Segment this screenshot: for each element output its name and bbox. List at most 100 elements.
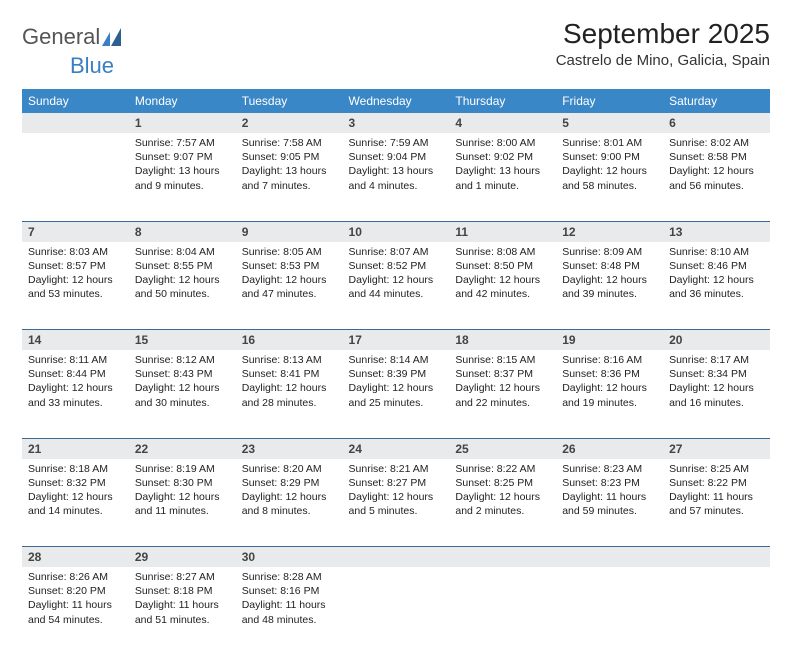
day-number: 9 xyxy=(236,221,343,242)
sunset-text: Sunset: 8:27 PM xyxy=(349,476,444,490)
dayhdr-fri: Friday xyxy=(556,89,663,113)
day-cell: Sunrise: 8:22 AMSunset: 8:25 PMDaylight:… xyxy=(449,459,556,547)
daynum-row: 21222324252627 xyxy=(22,438,770,459)
day-number: 29 xyxy=(129,547,236,568)
day-cell xyxy=(449,567,556,655)
day-cell: Sunrise: 8:10 AMSunset: 8:46 PMDaylight:… xyxy=(663,242,770,330)
day-number: 13 xyxy=(663,221,770,242)
daylight-text: Daylight: 12 hours and 11 minutes. xyxy=(135,490,230,518)
sunset-text: Sunset: 9:04 PM xyxy=(349,150,444,164)
sunrise-text: Sunrise: 8:08 AM xyxy=(455,245,550,259)
day-cell: Sunrise: 8:19 AMSunset: 8:30 PMDaylight:… xyxy=(129,459,236,547)
day-cell xyxy=(663,567,770,655)
daylight-text: Daylight: 13 hours and 1 minute. xyxy=(455,164,550,192)
dayhdr-sun: Sunday xyxy=(22,89,129,113)
daylight-text: Daylight: 12 hours and 2 minutes. xyxy=(455,490,550,518)
sunrise-text: Sunrise: 8:01 AM xyxy=(562,136,657,150)
sunrise-text: Sunrise: 8:09 AM xyxy=(562,245,657,259)
daylight-text: Daylight: 12 hours and 42 minutes. xyxy=(455,273,550,301)
sunset-text: Sunset: 8:46 PM xyxy=(669,259,764,273)
day-number: 19 xyxy=(556,330,663,351)
sunrise-text: Sunrise: 8:11 AM xyxy=(28,353,123,367)
sunrise-text: Sunrise: 8:27 AM xyxy=(135,570,230,584)
day-number xyxy=(556,547,663,568)
day-cell: Sunrise: 8:15 AMSunset: 8:37 PMDaylight:… xyxy=(449,350,556,438)
day-cell: Sunrise: 8:04 AMSunset: 8:55 PMDaylight:… xyxy=(129,242,236,330)
day-cell: Sunrise: 7:59 AMSunset: 9:04 PMDaylight:… xyxy=(343,133,450,221)
day-cell: Sunrise: 8:03 AMSunset: 8:57 PMDaylight:… xyxy=(22,242,129,330)
sunset-text: Sunset: 8:43 PM xyxy=(135,367,230,381)
day-number xyxy=(663,547,770,568)
sunrise-text: Sunrise: 8:21 AM xyxy=(349,462,444,476)
daylight-text: Daylight: 12 hours and 56 minutes. xyxy=(669,164,764,192)
sunrise-text: Sunrise: 8:07 AM xyxy=(349,245,444,259)
sunset-text: Sunset: 8:50 PM xyxy=(455,259,550,273)
location: Castrelo de Mino, Galicia, Spain xyxy=(556,52,770,69)
sunset-text: Sunset: 8:20 PM xyxy=(28,584,123,598)
daylight-text: Daylight: 12 hours and 36 minutes. xyxy=(669,273,764,301)
month-title: September 2025 xyxy=(556,18,770,50)
day-number: 22 xyxy=(129,438,236,459)
day-number xyxy=(449,547,556,568)
daynum-row: 123456 xyxy=(22,113,770,133)
dayhdr-thu: Thursday xyxy=(449,89,556,113)
calendar-page: General September 2025 Castrelo de Mino,… xyxy=(0,0,792,655)
sunset-text: Sunset: 8:29 PM xyxy=(242,476,337,490)
week-row: Sunrise: 7:57 AMSunset: 9:07 PMDaylight:… xyxy=(22,133,770,221)
dayhdr-wed: Wednesday xyxy=(343,89,450,113)
daylight-text: Daylight: 11 hours and 51 minutes. xyxy=(135,598,230,626)
day-number: 20 xyxy=(663,330,770,351)
sunrise-text: Sunrise: 8:04 AM xyxy=(135,245,230,259)
sunrise-text: Sunrise: 8:03 AM xyxy=(28,245,123,259)
daynum-row: 78910111213 xyxy=(22,221,770,242)
day-cell: Sunrise: 8:02 AMSunset: 8:58 PMDaylight:… xyxy=(663,133,770,221)
day-cell xyxy=(556,567,663,655)
daylight-text: Daylight: 12 hours and 33 minutes. xyxy=(28,381,123,409)
sunrise-text: Sunrise: 8:05 AM xyxy=(242,245,337,259)
sunset-text: Sunset: 8:18 PM xyxy=(135,584,230,598)
sunrise-text: Sunrise: 8:20 AM xyxy=(242,462,337,476)
day-number: 4 xyxy=(449,113,556,133)
sunrise-text: Sunrise: 7:59 AM xyxy=(349,136,444,150)
sunset-text: Sunset: 8:58 PM xyxy=(669,150,764,164)
daylight-text: Daylight: 12 hours and 5 minutes. xyxy=(349,490,444,518)
sunset-text: Sunset: 8:16 PM xyxy=(242,584,337,598)
daylight-text: Daylight: 13 hours and 9 minutes. xyxy=(135,164,230,192)
sunrise-text: Sunrise: 8:12 AM xyxy=(135,353,230,367)
sunrise-text: Sunrise: 8:25 AM xyxy=(669,462,764,476)
daylight-text: Daylight: 12 hours and 22 minutes. xyxy=(455,381,550,409)
daylight-text: Daylight: 11 hours and 57 minutes. xyxy=(669,490,764,518)
day-cell: Sunrise: 8:08 AMSunset: 8:50 PMDaylight:… xyxy=(449,242,556,330)
day-number: 18 xyxy=(449,330,556,351)
day-number: 27 xyxy=(663,438,770,459)
sunrise-text: Sunrise: 8:17 AM xyxy=(669,353,764,367)
day-cell: Sunrise: 8:00 AMSunset: 9:02 PMDaylight:… xyxy=(449,133,556,221)
daylight-text: Daylight: 13 hours and 7 minutes. xyxy=(242,164,337,192)
dayhdr-mon: Monday xyxy=(129,89,236,113)
day-number xyxy=(343,547,450,568)
sunrise-text: Sunrise: 7:58 AM xyxy=(242,136,337,150)
day-cell: Sunrise: 7:58 AMSunset: 9:05 PMDaylight:… xyxy=(236,133,343,221)
daylight-text: Daylight: 12 hours and 30 minutes. xyxy=(135,381,230,409)
daynum-row: 282930 xyxy=(22,547,770,568)
daylight-text: Daylight: 12 hours and 16 minutes. xyxy=(669,381,764,409)
daylight-text: Daylight: 12 hours and 14 minutes. xyxy=(28,490,123,518)
week-row: Sunrise: 8:11 AMSunset: 8:44 PMDaylight:… xyxy=(22,350,770,438)
day-number: 11 xyxy=(449,221,556,242)
day-cell: Sunrise: 8:18 AMSunset: 8:32 PMDaylight:… xyxy=(22,459,129,547)
daynum-row: 14151617181920 xyxy=(22,330,770,351)
sunset-text: Sunset: 8:52 PM xyxy=(349,259,444,273)
day-number xyxy=(22,113,129,133)
day-number: 10 xyxy=(343,221,450,242)
sunrise-text: Sunrise: 7:57 AM xyxy=(135,136,230,150)
sunset-text: Sunset: 8:55 PM xyxy=(135,259,230,273)
week-row: Sunrise: 8:03 AMSunset: 8:57 PMDaylight:… xyxy=(22,242,770,330)
day-cell: Sunrise: 8:17 AMSunset: 8:34 PMDaylight:… xyxy=(663,350,770,438)
sunrise-text: Sunrise: 8:23 AM xyxy=(562,462,657,476)
day-cell: Sunrise: 8:13 AMSunset: 8:41 PMDaylight:… xyxy=(236,350,343,438)
sunrise-text: Sunrise: 8:16 AM xyxy=(562,353,657,367)
day-cell: Sunrise: 8:20 AMSunset: 8:29 PMDaylight:… xyxy=(236,459,343,547)
sunset-text: Sunset: 8:32 PM xyxy=(28,476,123,490)
calendar-table: Sunday Monday Tuesday Wednesday Thursday… xyxy=(22,89,770,655)
day-cell: Sunrise: 8:05 AMSunset: 8:53 PMDaylight:… xyxy=(236,242,343,330)
